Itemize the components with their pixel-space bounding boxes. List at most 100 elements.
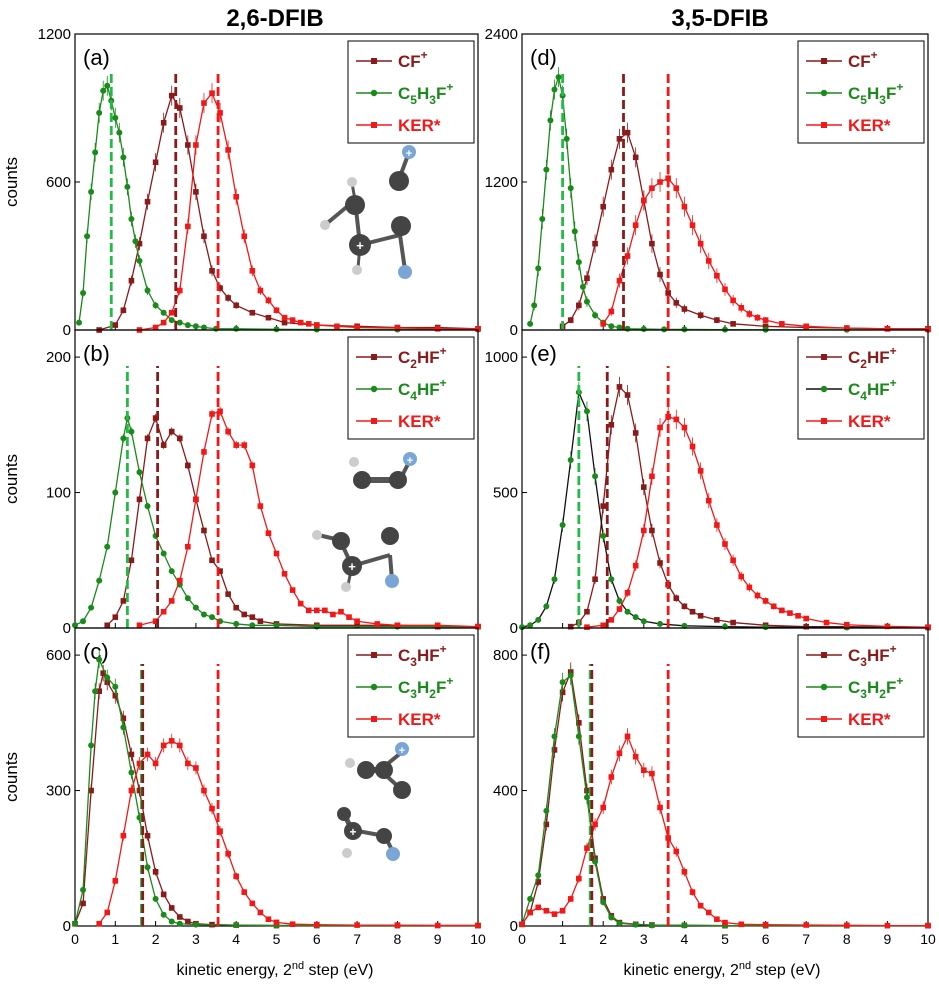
data-point: [193, 142, 199, 148]
series-CF: [559, 122, 931, 332]
panel-label: (c): [83, 639, 109, 664]
data-point: [112, 692, 119, 699]
data-point: [673, 300, 680, 306]
y-tick-label: 1000: [485, 349, 518, 366]
data-point: [104, 909, 111, 916]
data-point: [322, 607, 328, 614]
data-point: [120, 598, 127, 604]
panel-d: 0 1200 2400 (d) CF+ C5H3F+ KER*: [485, 26, 931, 339]
data-point: [559, 679, 566, 686]
data-point: [641, 484, 647, 490]
legend-label: KER*: [848, 412, 891, 431]
legend-frame: [797, 40, 925, 144]
molecule-illustrations: + + + +: [312, 145, 417, 861]
data-point: [265, 916, 272, 923]
data-point: [120, 832, 127, 839]
data-point: [96, 920, 102, 927]
data-point: [241, 611, 248, 618]
data-point: [531, 302, 538, 309]
data-point: [608, 617, 615, 623]
series-C4HF: [72, 413, 481, 630]
data-point: [257, 618, 264, 625]
series-C5H3F: [527, 67, 931, 333]
data-point: [543, 807, 550, 814]
data-point: [217, 568, 223, 574]
data-point: [600, 622, 606, 629]
data-point: [632, 430, 639, 436]
data-point: [697, 613, 704, 619]
data-point: [567, 623, 574, 630]
legend-label: KER*: [398, 412, 441, 431]
data-point: [681, 306, 688, 312]
data-point: [144, 503, 151, 510]
x-tick-label: 6: [313, 931, 321, 947]
x-tick-label: 3: [192, 931, 200, 947]
data-point: [592, 312, 599, 319]
data-point: [200, 324, 207, 331]
data-point: [88, 742, 95, 749]
data-point: [160, 742, 167, 749]
x-tick-label: 5: [273, 931, 281, 947]
data-point: [616, 597, 623, 604]
data-point: [705, 258, 712, 264]
x-tick-label: 2: [152, 931, 160, 947]
data-point: [649, 473, 655, 480]
panel-b: 0 100 200 (b) counts C2HF+ C4HF+ KER*: [2, 329, 481, 637]
data-point: [100, 87, 107, 94]
x-tick-label: 9: [434, 931, 442, 947]
data-point: [265, 530, 272, 536]
molecule-c: + +: [337, 742, 411, 861]
legend: CF+ C5H3F+ KER*: [347, 40, 475, 144]
data-point: [394, 622, 401, 629]
data-point: [241, 442, 248, 448]
data-point: [346, 614, 352, 620]
data-point: [543, 907, 550, 914]
data-point: [543, 821, 550, 828]
data-point: [233, 325, 240, 332]
data-point: [128, 787, 135, 794]
legend-marker: [370, 89, 378, 97]
data-point: [746, 584, 753, 591]
data-point: [722, 919, 728, 926]
x-tick-label: 5: [721, 931, 729, 947]
data-point: [200, 611, 207, 618]
data-point: [144, 435, 151, 442]
data-point: [730, 321, 736, 327]
data-point: [168, 428, 175, 435]
legend-marker: [370, 683, 378, 691]
data-point: [641, 767, 647, 774]
data-point: [624, 392, 631, 398]
data-point: [657, 560, 663, 566]
legend-label: C5H3F+: [848, 80, 903, 107]
data-point: [616, 136, 623, 142]
data-point: [354, 618, 360, 625]
data-point: [434, 622, 441, 629]
data-point: [297, 600, 304, 607]
data-point: [225, 147, 231, 153]
legend-label: C2HF+: [398, 344, 447, 371]
data-point: [209, 90, 215, 96]
data-point: [289, 317, 296, 323]
data-point: [844, 325, 850, 331]
svg-text:+: +: [348, 559, 356, 574]
data-point: [192, 604, 199, 611]
data-point: [76, 319, 83, 326]
data-point: [624, 253, 631, 259]
data-point: [714, 522, 720, 528]
legend-marker: [821, 716, 827, 722]
data-point: [884, 623, 891, 630]
data-point: [88, 188, 95, 195]
data-point: [434, 325, 441, 332]
data-point: [475, 623, 481, 630]
data-point: [72, 622, 78, 629]
data-point: [657, 620, 664, 627]
legend-marker: [821, 418, 827, 424]
data-point: [201, 527, 207, 534]
panel-e: 0 500 1000 (e) C2HF+ C4HF+ KER*: [485, 329, 931, 637]
data-point: [152, 159, 159, 166]
x-tick-label: 0: [71, 931, 79, 947]
data-point: [527, 895, 534, 902]
y-tick-label: 1200: [38, 26, 71, 43]
legend-label: KER*: [848, 116, 891, 135]
data-point: [160, 319, 167, 326]
